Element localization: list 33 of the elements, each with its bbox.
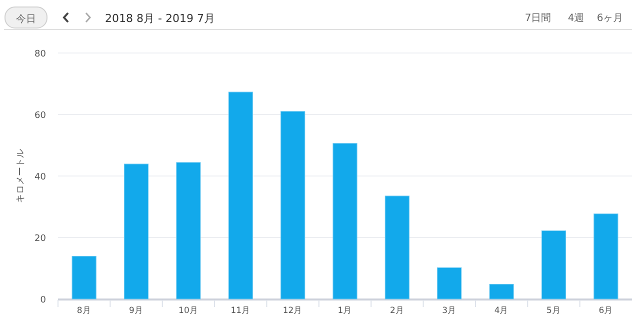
bar [72,256,96,300]
bar [384,196,410,300]
x-tick-label: 8月 [76,306,92,316]
x-tick-label: 2月 [390,306,404,316]
x-tick-label: 5月 [546,306,561,316]
text: 6ヶ月 [596,13,624,24]
bar [124,164,149,300]
y-tick-label: 40 [34,172,46,182]
y-axis-title: キロメートル [16,149,26,203]
text: 7日間 [524,13,552,24]
y-tick-label: 0 [40,296,46,306]
bar [594,214,618,300]
chart-title: 2018 8月 - 2019 7月 [105,12,215,25]
bar [176,162,201,300]
x-tick-label: 4月 [494,306,509,316]
x-tick-label: 1月 [338,306,352,316]
x-tick-label: 3月 [442,306,457,316]
x-tick-label: 12月 [282,306,303,316]
bar [228,92,253,300]
button: 今日 [4,6,48,28]
bar [437,267,462,300]
y-tick-label: 80 [34,50,46,60]
bar [332,143,358,300]
bar [541,230,566,300]
bar [280,111,306,300]
x-tick-label: 6月 [598,306,614,316]
y-tick-label: 20 [34,234,46,244]
x-tick-label: 9月 [129,306,144,316]
x-tick-label: 10月 [178,306,198,316]
x-tick-label: 11月 [230,306,251,316]
y-tick-label: 60 [34,111,46,121]
text: 4週 [568,13,584,24]
bar [489,284,514,300]
